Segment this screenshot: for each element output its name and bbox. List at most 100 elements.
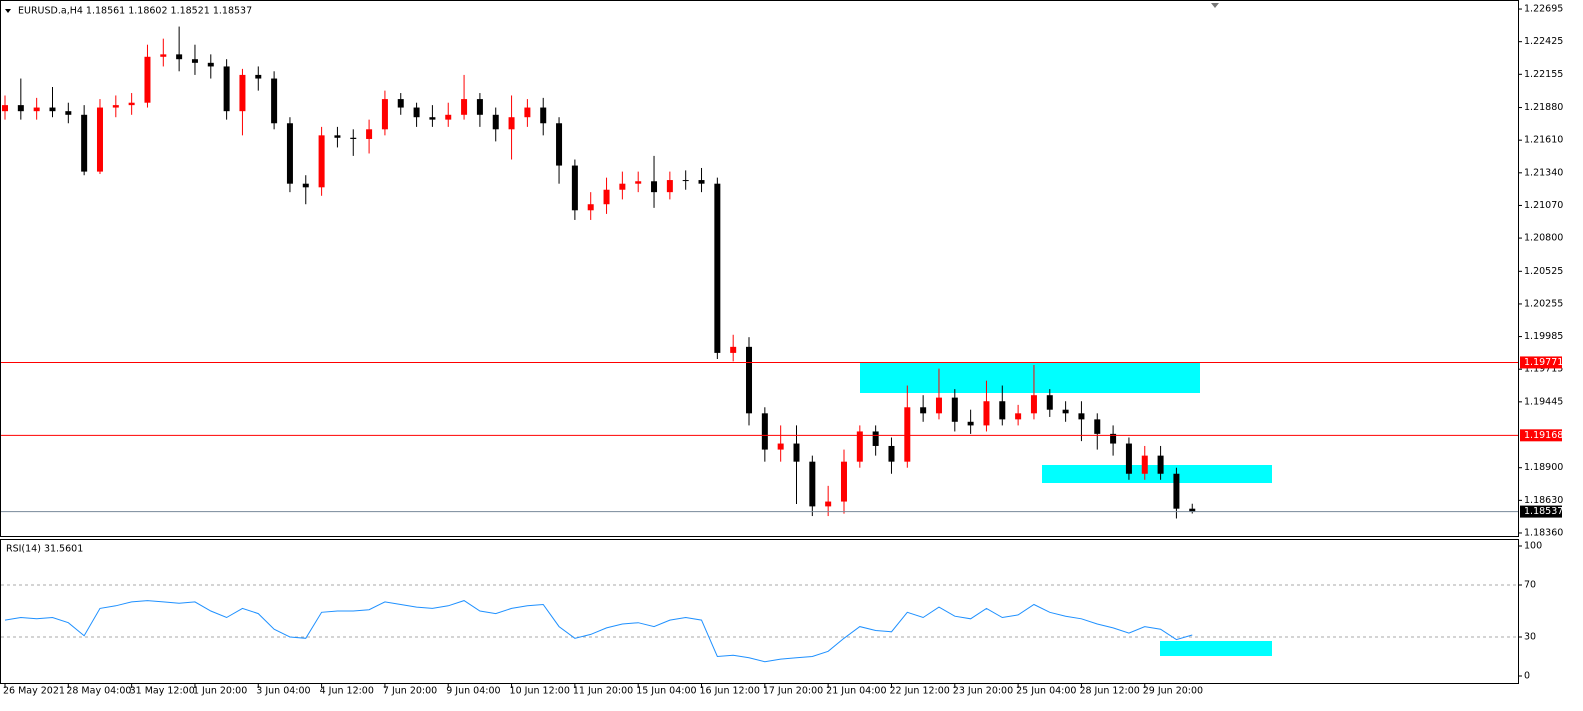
x-tick-label: 26 May 2021 xyxy=(3,686,65,697)
candle-body xyxy=(397,99,404,108)
y-tick-label: 1.21880 xyxy=(1524,102,1563,113)
zone xyxy=(1042,465,1272,483)
y-tick-label: 1.22425 xyxy=(1524,36,1563,47)
candle-body xyxy=(872,431,879,446)
level-label: 1.19771 xyxy=(1524,357,1563,368)
shift-marker xyxy=(1211,3,1219,8)
candle-body xyxy=(951,397,958,422)
y-tick-label: 1.20800 xyxy=(1524,233,1563,244)
x-tick-label: 29 Jun 20:00 xyxy=(1143,686,1203,697)
candle-body xyxy=(983,401,990,426)
x-tick-label: 28 May 04:00 xyxy=(66,686,131,697)
candle-body xyxy=(429,117,436,120)
x-tick-label: 11 Jun 20:00 xyxy=(573,686,633,697)
candle-body xyxy=(239,74,246,112)
y-tick-label: 1.21610 xyxy=(1524,135,1563,146)
candle-body xyxy=(318,135,325,188)
price-pane xyxy=(0,0,1519,537)
candle-body xyxy=(1173,473,1180,509)
candle-body xyxy=(65,111,72,115)
candle-body xyxy=(81,114,88,172)
candle-body xyxy=(334,135,341,138)
x-tick-label: 9 Jun 04:00 xyxy=(446,686,500,697)
candle-body xyxy=(935,397,942,414)
candle-body xyxy=(366,129,373,139)
candle-body xyxy=(286,123,293,184)
candle-body xyxy=(191,59,198,63)
candle-body xyxy=(793,443,800,462)
y-tick-label: 1.19715 xyxy=(1524,364,1563,375)
candle-body xyxy=(2,105,8,112)
candle-body xyxy=(223,66,230,112)
rsi-pane xyxy=(0,539,1519,684)
candle-body xyxy=(17,105,24,112)
candle-body xyxy=(571,165,578,211)
candle-body xyxy=(144,56,151,103)
menu-arrow xyxy=(5,9,11,13)
candle-body xyxy=(840,461,847,502)
candle-body xyxy=(1046,395,1053,410)
y-tick-label: 30 xyxy=(1524,632,1536,643)
candle-body xyxy=(302,183,309,188)
x-tick-label: 23 Jun 20:00 xyxy=(953,686,1013,697)
y-tick-label: 1.20525 xyxy=(1524,266,1563,277)
y-tick-label: 1.21070 xyxy=(1524,200,1563,211)
candle-body xyxy=(1110,433,1117,444)
candle-body xyxy=(271,78,278,124)
y-tick-label: 1.22695 xyxy=(1524,4,1563,15)
candle-body xyxy=(888,445,895,462)
candle-body xyxy=(1157,455,1164,474)
x-tick-label: 22 Jun 12:00 xyxy=(889,686,949,697)
y-tick-label: 0 xyxy=(1524,671,1530,682)
candle-body xyxy=(255,74,262,79)
x-tick-label: 4 Jun 12:00 xyxy=(320,686,374,697)
candle-body xyxy=(350,137,357,139)
candle-body xyxy=(746,346,753,414)
level-label-box xyxy=(1520,429,1562,442)
candle-body xyxy=(176,54,183,60)
y-tick-label: 1.18630 xyxy=(1524,495,1563,506)
candle-body xyxy=(904,407,911,462)
y-tick-label: 1.18360 xyxy=(1524,527,1563,538)
x-tick-label: 15 Jun 04:00 xyxy=(636,686,696,697)
candle-body xyxy=(1030,395,1037,414)
zone xyxy=(1160,641,1272,656)
candle-body xyxy=(619,183,626,190)
y-tick-label: 1.20255 xyxy=(1524,298,1563,309)
candle-body xyxy=(476,99,483,115)
zone xyxy=(860,363,1200,393)
candle-body xyxy=(461,99,468,115)
candle-body xyxy=(730,346,737,353)
level-label-box xyxy=(1520,356,1562,369)
candle-body xyxy=(587,204,594,211)
candle-body xyxy=(33,107,40,112)
x-tick-label: 3 Jun 04:00 xyxy=(256,686,310,697)
y-tick-label: 1.21340 xyxy=(1524,167,1563,178)
candle-body xyxy=(651,181,658,193)
x-tick-label: 10 Jun 12:00 xyxy=(510,686,570,697)
y-tick-label: 1.19985 xyxy=(1524,331,1563,342)
candle-body xyxy=(160,54,167,57)
candle-body xyxy=(96,107,103,172)
candle-body xyxy=(112,105,119,108)
candle-body xyxy=(492,114,499,130)
x-tick-label: 16 Jun 12:00 xyxy=(700,686,760,697)
candle-body xyxy=(856,431,863,462)
candle-body xyxy=(635,181,642,184)
candle-body xyxy=(49,107,56,112)
candle-body xyxy=(508,117,515,130)
candle-body xyxy=(1062,409,1069,414)
candle-body xyxy=(381,99,388,130)
candle-body xyxy=(825,501,832,507)
candle-body xyxy=(540,107,547,124)
candle-body xyxy=(1015,413,1022,420)
candle-body xyxy=(777,443,784,450)
candle-body xyxy=(207,62,214,67)
level-label: 1.18537 xyxy=(1524,506,1563,517)
x-tick-label: 17 Jun 20:00 xyxy=(763,686,823,697)
candle-body xyxy=(967,421,974,426)
y-tick-label: 1.19445 xyxy=(1524,396,1563,407)
candle-body xyxy=(128,102,135,106)
level-label: 1.19168 xyxy=(1524,430,1563,441)
